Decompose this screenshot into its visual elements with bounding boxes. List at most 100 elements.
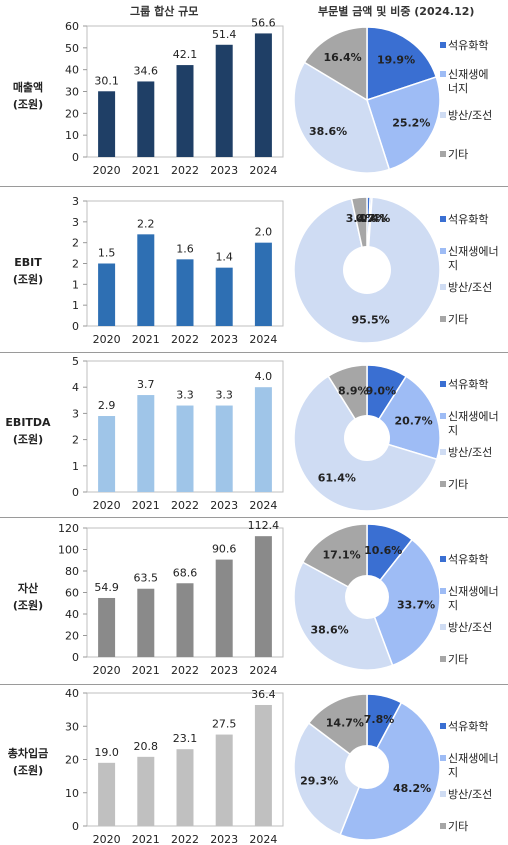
row-divider (0, 517, 508, 518)
metric-label-line: EBIT (14, 256, 42, 269)
y-tick-label: 1 (72, 460, 79, 473)
x-tick-label: 2021 (132, 664, 160, 677)
legend-label-line: 지 (448, 259, 458, 272)
legend-swatch (440, 823, 446, 829)
legend-swatch (440, 284, 446, 290)
legend-label: 석유화학 (448, 553, 488, 566)
bar-value-label: 54.9 (94, 581, 119, 594)
pie-slice (301, 523, 368, 599)
y-tick-label: 2 (72, 434, 79, 447)
bar-value-label: 30.1 (94, 74, 119, 87)
legend-label-line: 기타 (448, 313, 468, 326)
x-tick-label: 2024 (249, 333, 277, 346)
bar-value-label: 3.7 (137, 378, 155, 391)
y-tick-label: 50 (65, 42, 79, 55)
legend-label-line: 기타 (448, 148, 468, 161)
metric-label-line: (조원) (13, 763, 43, 777)
metric-label: 매출액 (조원) (13, 80, 43, 111)
bar-value-label: 3.3 (215, 389, 233, 402)
legend-swatch (440, 449, 446, 455)
legend-label: 방산/조선 (448, 788, 492, 801)
legend-label-line: 지 (448, 424, 458, 437)
bar (176, 583, 194, 657)
legend-swatch (440, 656, 446, 662)
y-tick-label: 100 (58, 544, 79, 557)
legend-label-line: 너지 (448, 82, 468, 95)
legend-swatch (440, 71, 446, 77)
donut-hole (345, 745, 389, 789)
bar-value-label: 34.6 (134, 64, 159, 77)
legend-swatch (440, 151, 446, 157)
y-tick-label: 60 (65, 20, 79, 33)
pie-percent-label: 0.7% (356, 212, 387, 225)
pie-percent-label: 33.7% (397, 599, 435, 612)
legend-label: 방산/조선 (448, 446, 492, 459)
y-tick-label: 2 (72, 237, 79, 250)
y-tick-label: 80 (65, 565, 79, 578)
pie-percent-label: 7.8% (364, 713, 395, 726)
pie-percent-label: 29.3% (300, 774, 338, 787)
metric-label-line: 자산 (18, 581, 38, 595)
y-tick-label: 1 (72, 278, 79, 291)
x-tick-label: 2023 (210, 833, 238, 845)
pie-slice (366, 538, 441, 667)
pie-percent-label: 3.4% (346, 212, 377, 225)
bar-value-label: 23.1 (173, 732, 198, 745)
legend-label-line: 기타 (448, 653, 468, 666)
metric-label: EBIT (조원) (13, 256, 43, 286)
legend-label-line: 석유화학 (448, 378, 488, 391)
bar-value-label: 1.6 (176, 242, 194, 255)
legend-label-line: 석유화학 (448, 553, 488, 566)
x-tick-label: 2023 (210, 499, 238, 512)
legend-label-line: 석유화학 (448, 720, 488, 733)
pie-percent-label: 61.4% (318, 471, 356, 484)
bar (215, 559, 233, 657)
x-tick-label: 2024 (249, 664, 277, 677)
metric-label: 자산 (조원) (13, 581, 43, 612)
pie-percent-label: 95.5% (351, 314, 389, 327)
legend-swatch (440, 381, 446, 387)
x-tick-label: 2021 (132, 499, 160, 512)
bar (254, 33, 272, 157)
y-tick-label: 5 (72, 355, 79, 368)
legend-label: 방산/조선 (448, 109, 492, 122)
legend-swatch (440, 413, 446, 419)
y-tick-label: 120 (58, 522, 79, 535)
bar-value-label: 90.6 (212, 543, 237, 556)
bar (98, 416, 116, 492)
metric-label-line: (조원) (13, 97, 43, 111)
x-tick-label: 2024 (249, 499, 277, 512)
pie-percent-label: 0.4% (360, 212, 391, 225)
legend-label: 방산/조선 (448, 621, 492, 634)
y-tick-label: 30 (65, 86, 79, 99)
pie-slice (303, 26, 368, 102)
bar-chart-1: 매출액 (조원) 0 10 20 30 40 50 60 30.1 2020 34.6 2021 42.1… (13, 16, 284, 177)
bar-value-label: 56.6 (251, 16, 276, 29)
y-tick-label: 40 (65, 64, 79, 77)
x-tick-label: 2020 (93, 164, 121, 177)
donut-hole (344, 415, 390, 461)
bar (176, 65, 194, 157)
legend-label: 석유화학 (448, 378, 488, 391)
legend-label-line: 신재생에너 (448, 245, 499, 258)
bar-value-label: 51.4 (212, 28, 237, 41)
bar-chart-5: 총차입금 (조원) 0 10 20 30 40 19.0 2020 20.8 2021 23.1 202… (8, 687, 284, 845)
x-tick-label: 2022 (171, 333, 199, 346)
legend-swatch (440, 316, 446, 322)
bar (215, 44, 233, 157)
legend-swatch (440, 216, 446, 222)
pie-percent-label: 17.1% (323, 548, 361, 561)
y-tick-label: 0 (72, 820, 79, 833)
bar (137, 395, 155, 492)
y-tick-label: 20 (65, 754, 79, 767)
x-tick-label: 2020 (93, 833, 121, 845)
y-tick-label: 60 (65, 587, 79, 600)
